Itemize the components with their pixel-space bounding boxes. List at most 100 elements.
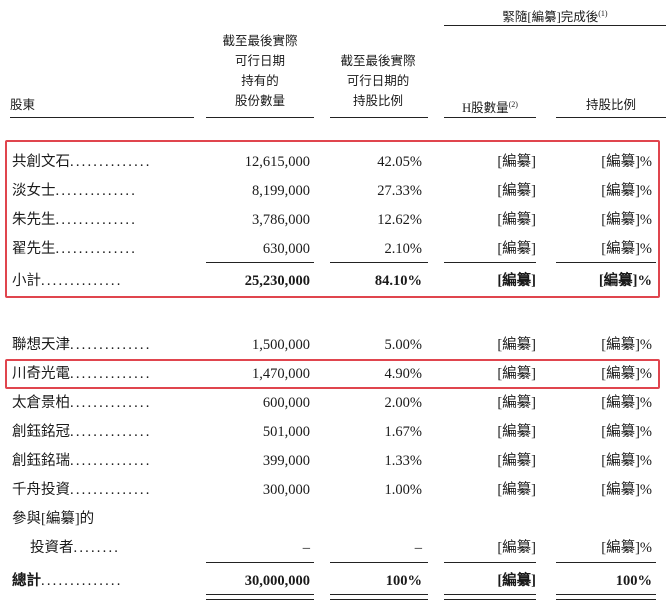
dot-leader: ..............	[70, 424, 152, 440]
col-header-shares-line: 股份數量	[234, 94, 285, 108]
row-h-shares: [編纂]	[497, 212, 536, 228]
total-double-rule	[444, 594, 536, 600]
row-name-text: 創鈺銘瑞	[12, 453, 70, 469]
total-rule	[556, 562, 656, 563]
col-header-post-pct: 持股比例	[585, 98, 636, 112]
row-h-shares: [編纂]	[497, 366, 536, 382]
row-post-pct: [編纂]%	[601, 395, 652, 411]
row-name-text: 朱先生	[12, 212, 56, 228]
dot-leader: ..............	[41, 273, 123, 289]
total-rule	[444, 562, 536, 563]
dot-leader: ..............	[70, 453, 152, 469]
row-name: 淡女士..............	[12, 181, 137, 201]
row-shares: –	[302, 540, 310, 556]
col-header-pct: 截至最後實際 可行日期的 持股比例	[318, 51, 438, 111]
row-post-pct: [編纂]%	[601, 366, 652, 382]
row-name-line1: 參與[編纂]的	[12, 511, 95, 527]
row-pct: 12.62%	[377, 212, 422, 228]
row-h-shares: [編纂]	[497, 154, 536, 170]
row-name-text: 太倉景柏	[12, 395, 70, 411]
subtotal-rule	[330, 262, 428, 263]
row-post-pct: [編纂]%	[601, 241, 652, 257]
row-post-pct: [編纂]%	[601, 482, 652, 498]
row-post-pct: [編纂]%	[601, 424, 652, 440]
row-pct: 2.00%	[384, 395, 422, 411]
row-shares: 630,000	[262, 241, 310, 257]
row-post-pct: [編纂]%	[601, 183, 652, 199]
col-header-shareholder: 股東	[10, 98, 36, 112]
row-post-pct: [編纂]%	[601, 337, 652, 353]
row-name-text: 千舟投資	[12, 482, 70, 498]
col-header-shares-line: 持有的	[241, 74, 279, 88]
row-shares: 1,470,000	[252, 366, 310, 382]
row-pct: 2.10%	[384, 241, 422, 257]
subtotal-shares: 25,230,000	[244, 273, 310, 289]
row-pct: –	[414, 540, 422, 556]
row-h-shares: [編纂]	[497, 453, 536, 469]
col-header-shares-line: 截至最後實際	[222, 34, 298, 48]
row-name: 翟先生..............	[12, 239, 137, 259]
col-header-pct-line: 可行日期的	[346, 74, 410, 88]
row-name: 川奇光電..............	[12, 364, 152, 384]
row-h-shares: [編纂]	[497, 241, 536, 257]
row-name-text: 創鈺銘冠	[12, 424, 70, 440]
row-name-text: 投資者	[30, 540, 74, 556]
total-post-pct: 100%	[615, 573, 652, 589]
col-header-h-shares: H股數量(2)	[444, 95, 536, 118]
col-header-shares-line: 可行日期	[234, 54, 285, 68]
row-name-text: 川奇光電	[12, 366, 70, 382]
row-shares: 501,000	[262, 424, 310, 440]
highlight-box-chuanqi	[5, 359, 660, 389]
row-h-shares: [編纂]	[497, 482, 536, 498]
col-header-shares: 截至最後實際 可行日期 持有的 股份數量	[200, 31, 320, 111]
row-name-line2: 投資者........	[30, 538, 120, 558]
total-h-shares: [編纂]	[497, 573, 536, 589]
row-shares: 1,500,000	[252, 337, 310, 353]
row-shares: 8,199,000	[252, 183, 310, 199]
total-pct: 100%	[385, 573, 422, 589]
row-name: 千舟投資..............	[12, 480, 152, 500]
row-post-pct: [編纂]%	[601, 453, 652, 469]
col-header-h-shares-label: H股數量	[462, 101, 509, 116]
header-rule-shares	[206, 117, 314, 118]
dot-leader: ..............	[70, 395, 152, 411]
row-name-text: 共創文石	[12, 154, 70, 170]
row-pct: 1.33%	[384, 453, 422, 469]
row-shares: 600,000	[262, 395, 310, 411]
row-name: 創鈺銘瑞..............	[12, 451, 152, 471]
subtotal-name: 小計..............	[12, 271, 123, 291]
total-double-rule	[330, 594, 428, 600]
row-name: 聯想天津..............	[12, 335, 152, 355]
total-name-text: 總計	[12, 573, 41, 589]
total-rule	[206, 562, 314, 563]
group-header-post-completion: 緊隨[編纂]完成後(1)	[444, 4, 666, 27]
row-shares: 3,786,000	[252, 212, 310, 228]
row-pct: 1.00%	[384, 482, 422, 498]
row-h-shares: [編纂]	[497, 395, 536, 411]
total-name: 總計..............	[12, 571, 123, 591]
row-pct: 5.00%	[384, 337, 422, 353]
row-name-text: 淡女士	[12, 183, 56, 199]
subtotal-rule	[556, 262, 656, 263]
dot-leader: ..............	[70, 337, 152, 353]
row-name: 太倉景柏..............	[12, 393, 152, 413]
dot-leader: ..............	[70, 154, 152, 170]
subtotal-h-shares: [編纂]	[497, 273, 536, 289]
row-post-pct: [編纂]%	[601, 212, 652, 228]
row-name: 朱先生..............	[12, 210, 137, 230]
subtotal-rule	[206, 262, 314, 263]
row-shares: 12,615,000	[244, 154, 310, 170]
dot-leader: ..............	[55, 241, 138, 257]
dot-leader: ..............	[55, 183, 138, 199]
row-post-pct: [編纂]%	[601, 540, 652, 556]
dot-leader: ..............	[55, 212, 138, 228]
row-name: 共創文石..............	[12, 152, 152, 172]
subtotal-name-text: 小計	[12, 273, 41, 289]
row-pct: 4.90%	[384, 366, 422, 382]
header-rule-pct	[330, 117, 428, 118]
row-shares: 399,000	[262, 453, 310, 469]
group-header-title: 緊隨[編纂]完成後	[502, 10, 599, 25]
group-header-note: (1)	[598, 9, 608, 18]
row-name: 創鈺銘冠..............	[12, 422, 152, 442]
col-header-h-shares-note: (2)	[508, 100, 518, 109]
